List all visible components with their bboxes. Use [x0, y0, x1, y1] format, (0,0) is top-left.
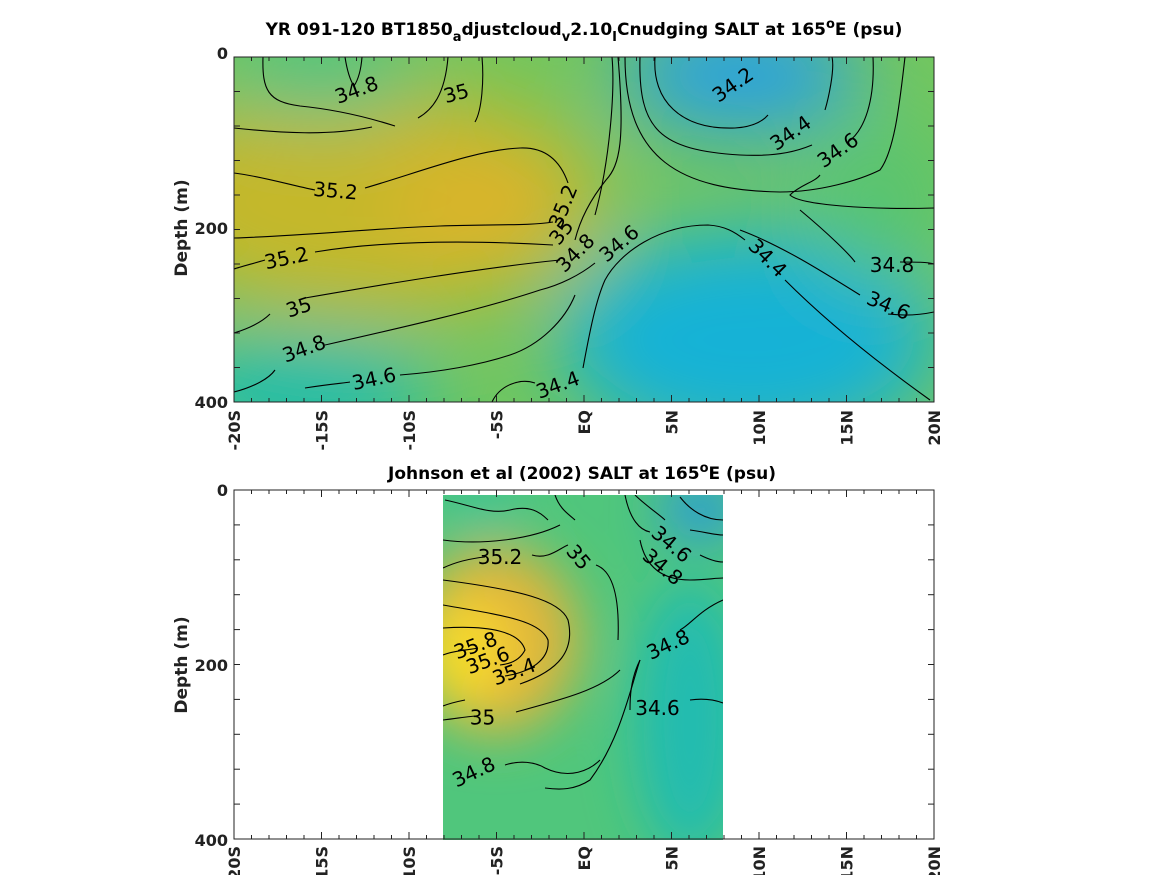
contour-line — [234, 259, 561, 334]
contour-line — [234, 57, 484, 134]
contour-line — [654, 57, 834, 129]
contour-line — [624, 57, 906, 193]
contour-label: 35 — [470, 706, 495, 730]
salinity-surface-west — [443, 495, 520, 523]
contour-line — [234, 221, 554, 239]
y-axis-label: Depth (m) — [172, 616, 192, 713]
salinity-fresh-pool — [560, 230, 934, 402]
x-tick-label: 10N — [750, 410, 769, 446]
observed-salinity-panel: Johnson et al (2002) SALT at 165oE (psu) — [172, 461, 944, 875]
contour-lines — [234, 57, 934, 402]
model-salinity-panel: YR 091-120 BT1850adjustcloudv2.10ICnudgi… — [172, 17, 944, 450]
salinity-fresh-east — [635, 580, 723, 840]
x-tick-labels: -20S -15S -10S -5S EQ 5N 10N 15N 20N — [225, 846, 944, 875]
contour-line — [491, 224, 746, 402]
salinity-fresh-surface — [660, 495, 723, 540]
contour-line — [739, 229, 934, 316]
y-tick-label: 400 — [195, 831, 228, 850]
contour-line — [639, 57, 874, 156]
title-superscript: o — [826, 17, 835, 32]
salinity-fresh-west — [234, 340, 440, 402]
title-subscript: a — [453, 30, 462, 45]
x-tick-label: -10S — [400, 410, 419, 450]
salinity-field — [234, 57, 934, 402]
contour-line — [443, 544, 619, 641]
salinity-high-core — [390, 150, 570, 260]
contour-line — [504, 759, 601, 775]
contour-line — [234, 147, 569, 191]
y-axis-label: Depth (m) — [172, 179, 192, 276]
x-tick-label: -20S — [225, 410, 244, 450]
tick-marks — [233, 56, 935, 403]
contour-line — [304, 294, 576, 389]
y-tick-label: 400 — [195, 393, 228, 412]
x-tick-label: -10S — [400, 846, 419, 875]
contour-line — [443, 626, 526, 666]
model-title: YR 091-120 BT1850adjustcloudv2.10ICnudgi… — [265, 17, 903, 45]
contour-line — [624, 495, 723, 563]
obs-title: Johnson et al (2002) SALT at 165oE (psu) — [387, 461, 776, 484]
x-tick-label: -15S — [313, 410, 332, 450]
contour-line — [594, 57, 614, 216]
contour-lines — [443, 495, 723, 790]
contour-label: 35.2 — [312, 177, 358, 205]
x-tick-label: -5S — [488, 410, 507, 439]
x-tick-label: 10N — [750, 846, 769, 875]
y-tick-label: 200 — [195, 219, 228, 238]
contour-label: 34.8 — [870, 253, 915, 277]
x-tick-label: -20S — [225, 846, 244, 875]
contour-line — [262, 57, 449, 127]
salinity-mid-east — [810, 120, 934, 280]
contour-line — [443, 669, 621, 721]
contour-line — [443, 647, 479, 656]
y-tick-label: 200 — [195, 656, 228, 675]
x-tick-label: 20N — [925, 410, 944, 446]
contour-line — [344, 57, 363, 87]
contour-line — [679, 496, 723, 521]
contour-line — [784, 279, 931, 401]
contour-line — [629, 659, 723, 711]
x-tick-label: 20N — [925, 846, 944, 875]
x-tick-label: -15S — [313, 846, 332, 875]
title-subscript: I — [612, 30, 617, 45]
contour-line — [234, 241, 554, 270]
tick-marks — [233, 489, 935, 840]
contour-line — [443, 579, 571, 707]
x-tick-label: 15N — [838, 846, 857, 875]
title-subscript: v — [562, 30, 571, 45]
x-tick-label: 5N — [663, 846, 682, 871]
title-superscript: o — [700, 461, 709, 476]
contour-line — [443, 495, 576, 543]
y-tick-label: 0 — [217, 44, 228, 63]
contour-line — [789, 174, 934, 209]
x-tick-label: 5N — [663, 410, 682, 435]
x-tick-label: EQ — [575, 846, 594, 871]
contour-line — [634, 495, 723, 536]
x-tick-label: EQ — [575, 410, 594, 435]
contour-line — [574, 57, 622, 241]
contour-label: 35.2 — [478, 545, 523, 569]
x-tick-labels: -20S -15S -10S -5S EQ 5N 10N 15N 20N — [225, 410, 944, 450]
contour-label: 34.6 — [635, 696, 680, 720]
salinity-field — [443, 495, 723, 840]
salinity-surface-west — [234, 57, 420, 115]
contour-line — [639, 539, 723, 581]
x-tick-label: -5S — [488, 846, 507, 875]
contour-line — [234, 262, 596, 393]
contour-line — [443, 604, 549, 677]
y-tick-label: 0 — [217, 481, 228, 500]
x-tick-label: 15N — [838, 410, 857, 446]
salinity-high-core — [443, 630, 477, 690]
contour-line — [444, 499, 549, 521]
